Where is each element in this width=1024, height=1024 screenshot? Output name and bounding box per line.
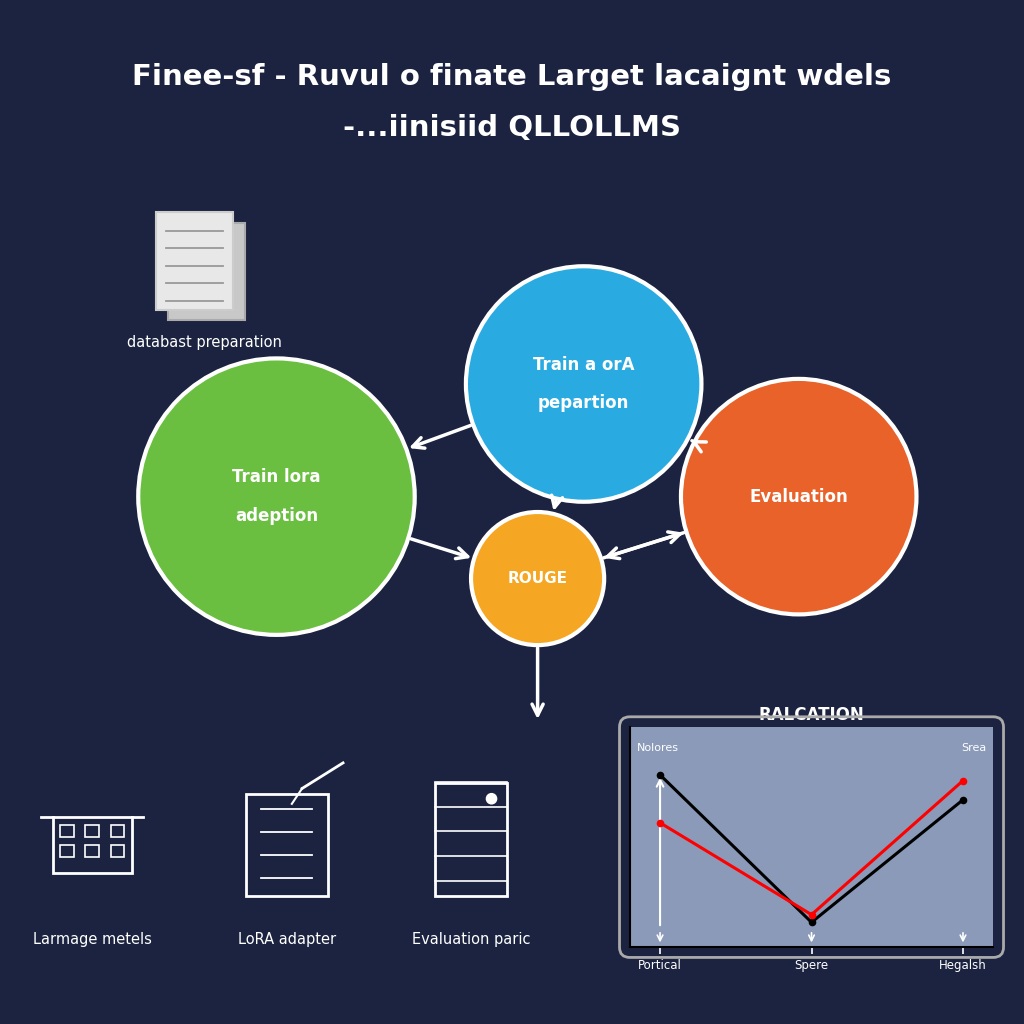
Circle shape <box>471 512 604 645</box>
Text: Evaluation: Evaluation <box>750 487 848 506</box>
Text: Finee-sf - Ruvul o finate Larget lacaignt wdels: Finee-sf - Ruvul o finate Larget lacaign… <box>132 62 892 91</box>
Text: Srea: Srea <box>961 743 986 754</box>
Point <box>954 772 971 788</box>
Circle shape <box>138 358 415 635</box>
Bar <box>435 783 507 896</box>
Circle shape <box>681 379 916 614</box>
Text: databast preparation: databast preparation <box>127 336 283 350</box>
Bar <box>85 845 99 857</box>
Text: Train lora: Train lora <box>232 468 321 486</box>
Point <box>803 906 819 923</box>
Text: adeption: adeption <box>234 507 318 525</box>
Circle shape <box>466 266 701 502</box>
Text: -...iinisiid QLLOLLMS: -...iinisiid QLLOLLMS <box>343 114 681 142</box>
Bar <box>246 794 328 896</box>
Text: Train a orA: Train a orA <box>532 355 635 374</box>
Bar <box>111 825 124 838</box>
Bar <box>168 223 246 319</box>
Text: LoRA adapter: LoRA adapter <box>238 932 336 947</box>
Bar <box>60 825 74 838</box>
Point <box>652 814 669 830</box>
Bar <box>85 825 99 838</box>
Text: Evaluation paric: Evaluation paric <box>412 932 530 947</box>
Circle shape <box>486 794 497 804</box>
Text: Nolores: Nolores <box>637 743 679 754</box>
Point <box>652 767 669 783</box>
Bar <box>111 845 124 857</box>
Point <box>803 914 819 931</box>
Text: pepartion: pepartion <box>538 394 630 413</box>
Bar <box>60 845 74 857</box>
Bar <box>156 213 232 309</box>
Text: ROUGE: ROUGE <box>508 571 567 586</box>
Point <box>954 792 971 808</box>
Text: Larmage metels: Larmage metels <box>33 932 152 947</box>
Title: RALCATION: RALCATION <box>759 707 864 724</box>
Bar <box>53 817 131 872</box>
